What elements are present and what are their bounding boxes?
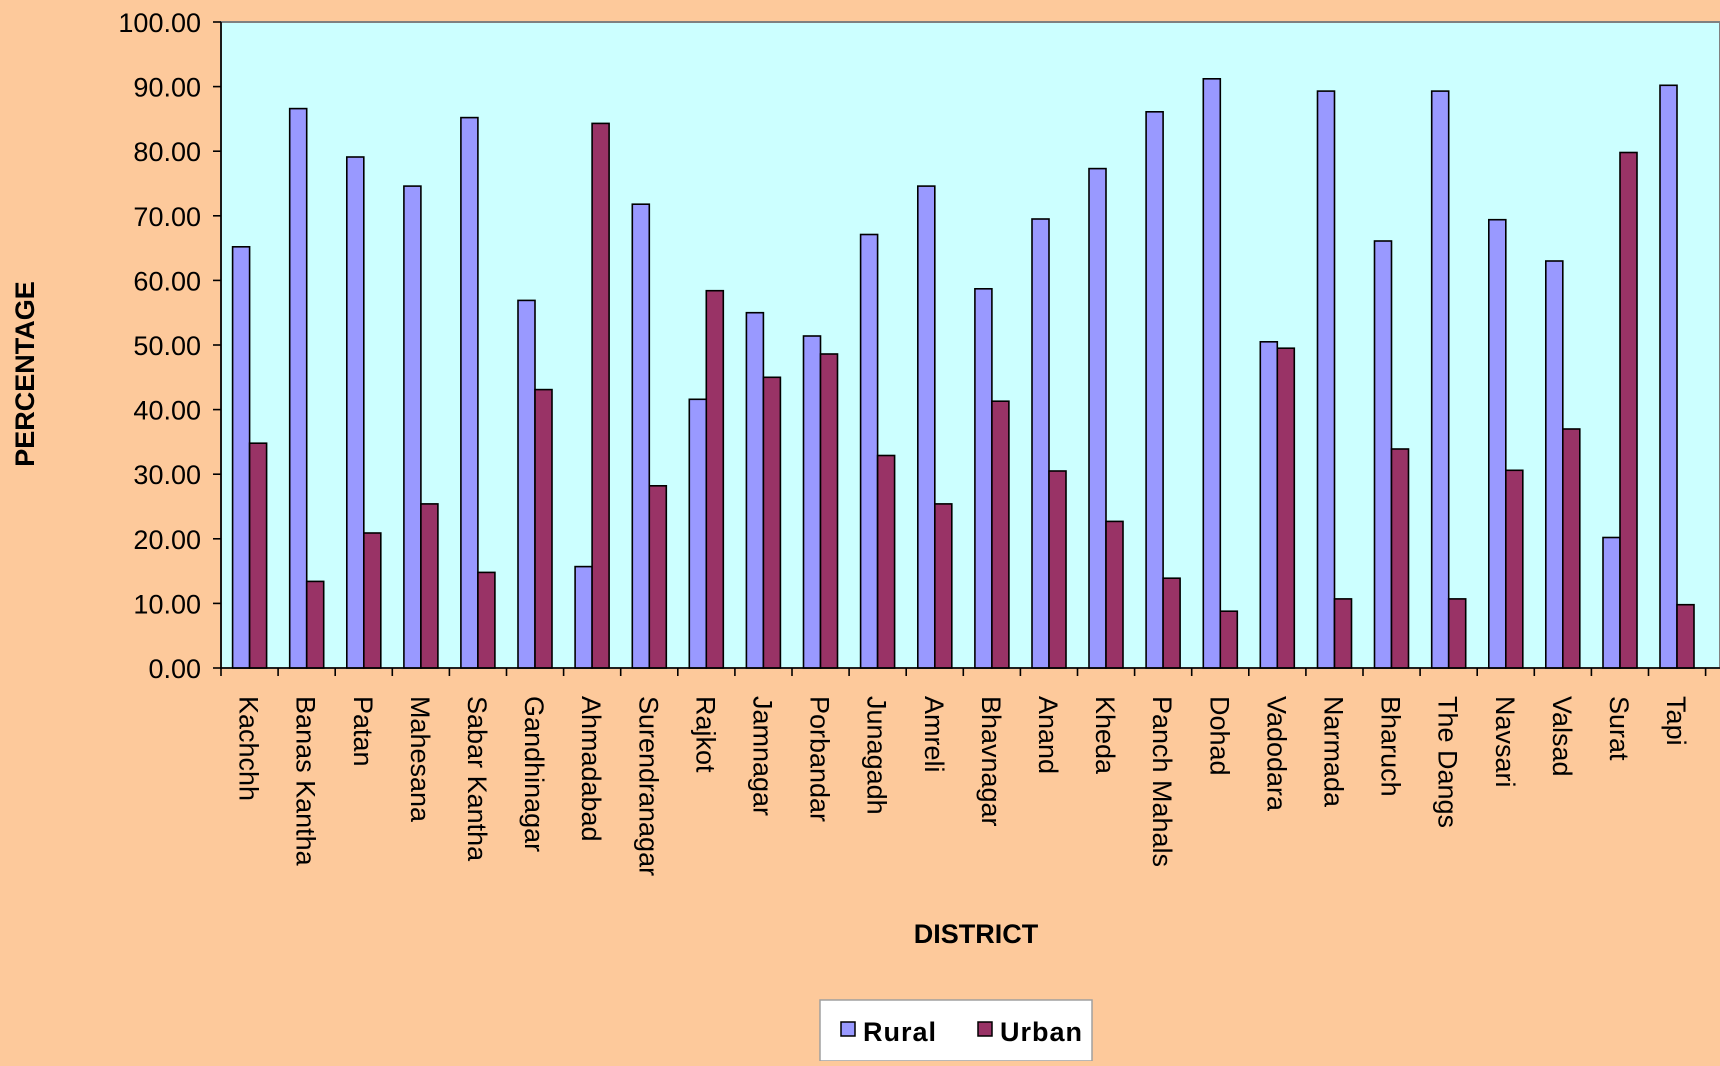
bar-rural-porbandar	[802, 335, 822, 669]
legend-swatch-urban	[977, 1021, 993, 1037]
bar-urban-narmada	[1333, 598, 1353, 669]
bar-rural-mahesana	[403, 185, 422, 669]
bar-urban-patan	[362, 532, 382, 669]
bar-rural-sabar-kantha	[460, 116, 479, 669]
legend-label-urban: Urban	[1000, 1017, 1083, 1047]
bar-urban-junagadh	[876, 454, 896, 669]
x-tick-label: Dohad	[1204, 696, 1234, 776]
bar-urban-dohad	[1219, 610, 1239, 669]
bar-rural-kachchh	[231, 246, 251, 669]
x-tick-label: Gandhinagar	[519, 696, 549, 852]
x-tick-label: Panch Mahals	[1147, 696, 1177, 867]
x-tick-label: Surendranagar	[633, 696, 663, 876]
y-tick-label: 90.00	[133, 73, 201, 103]
bar-urban-ahmadabad	[591, 122, 610, 669]
bar-urban-gandhinagar	[534, 388, 553, 669]
y-tick-label: 100.00	[118, 8, 201, 38]
y-tick-label: 40.00	[133, 396, 201, 426]
bar-rural-dohad	[1202, 78, 1222, 669]
x-tick-label: Banas Kantha	[291, 696, 321, 867]
x-tick-label: Navsari	[1490, 696, 1520, 788]
bar-rural-surat	[1602, 536, 1621, 669]
x-tick-label: The Dangs	[1433, 696, 1463, 828]
bar-rural-gandhinagar	[517, 299, 536, 669]
x-tick-label: Bhavnagar	[976, 696, 1006, 827]
y-tick-label: 80.00	[133, 137, 201, 167]
bar-rural-ahmadabad	[574, 565, 593, 669]
bar-rural-navsari	[1488, 218, 1507, 669]
legend-box	[819, 999, 1093, 1062]
x-tick-label: Mahesana	[405, 696, 435, 823]
bar-rural-surendranagar	[631, 203, 651, 669]
x-tick-label: Kachchh	[234, 696, 264, 801]
bar-urban-banas-kantha	[305, 580, 325, 669]
bar-rural-anand	[1031, 218, 1050, 669]
legend: Rural Urban	[819, 999, 1093, 1062]
y-tick-label: 20.00	[133, 525, 201, 555]
bar-rural-the-dangs	[1430, 90, 1450, 669]
bar-rural-banas-kantha	[288, 107, 308, 669]
bar-urban-rajkot	[705, 289, 725, 669]
x-tick-label: Tapi	[1661, 696, 1691, 746]
bar-urban-valsad	[1562, 428, 1581, 669]
x-tick-label: Valsad	[1547, 696, 1577, 777]
bar-urban-amreli	[933, 503, 953, 669]
y-tick-label: 0.00	[148, 654, 201, 684]
x-tick-label: Ahmadabad	[576, 696, 606, 842]
bar-urban-jamnagar	[762, 376, 782, 669]
x-tick-label: Porbandar	[805, 696, 835, 822]
x-tick-label: Surat	[1604, 696, 1634, 761]
x-tick-label: Jamnagar	[748, 696, 778, 816]
bar-rural-jamnagar	[745, 311, 765, 669]
bar-rural-bhavnagar	[974, 287, 993, 669]
x-tick-label: Kheda	[1090, 696, 1120, 775]
bar-rural-junagadh	[859, 233, 879, 669]
bar-urban-the-dangs	[1447, 598, 1467, 669]
bar-rural-bharuch	[1373, 240, 1393, 669]
bar-urban-bharuch	[1390, 448, 1410, 669]
bar-urban-anand	[1048, 470, 1067, 669]
bar-rural-tapi	[1659, 84, 1678, 669]
x-tick-label: Bharuch	[1376, 696, 1406, 797]
bar-urban-sabar-kantha	[477, 571, 496, 669]
legend-label-rural: Rural	[863, 1017, 937, 1047]
bar-rural-patan	[345, 156, 365, 669]
y-tick-label: 60.00	[133, 266, 201, 296]
bar-rural-vadodara	[1259, 340, 1279, 669]
bar-urban-surat	[1619, 151, 1638, 669]
x-tick-label: Amreli	[919, 696, 949, 773]
bar-rural-kheda	[1088, 167, 1107, 669]
x-tick-label: Anand	[1033, 696, 1063, 774]
bar-urban-porbandar	[819, 353, 839, 669]
bar-urban-navsari	[1505, 469, 1524, 669]
x-tick-label: Junagadh	[862, 696, 892, 815]
y-tick-label: 70.00	[133, 202, 201, 232]
y-axis-title: PERCENTAGE	[10, 281, 40, 467]
x-tick-label: Sabar Kantha	[462, 696, 492, 862]
y-tick-label: 50.00	[133, 331, 201, 361]
y-tick-label: 30.00	[133, 460, 201, 490]
bar-urban-surendranagar	[648, 484, 668, 669]
x-tick-label: Narmada	[1319, 696, 1349, 808]
bar-urban-kachchh	[248, 442, 268, 669]
x-tick-label: Patan	[348, 696, 378, 767]
legend-swatch-rural	[840, 1021, 856, 1037]
bar-urban-panch-mahals	[1162, 577, 1181, 669]
bar-rural-amreli	[916, 185, 936, 669]
bar-urban-tapi	[1676, 603, 1695, 669]
bar-urban-mahesana	[420, 503, 439, 669]
bar-rural-panch-mahals	[1145, 111, 1164, 669]
bar-urban-vadodara	[1276, 347, 1296, 669]
bar-urban-bhavnagar	[991, 400, 1010, 669]
bar-urban-kheda	[1105, 520, 1124, 669]
bar-rural-valsad	[1545, 260, 1564, 669]
x-tick-label: Rajkot	[690, 696, 720, 773]
x-axis-title: DISTRICT	[914, 919, 1039, 949]
x-tick-label: Vadodara	[1261, 696, 1291, 812]
bar-rural-narmada	[1316, 90, 1336, 669]
bar-rural-rajkot	[688, 398, 708, 669]
y-tick-label: 10.00	[133, 589, 201, 619]
